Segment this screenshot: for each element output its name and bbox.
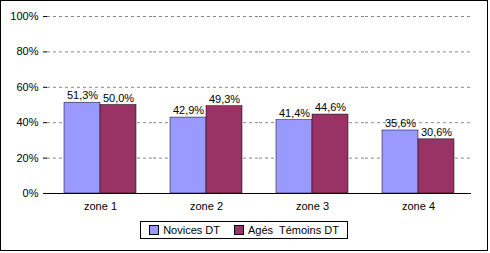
svg-text:100%: 100%: [10, 10, 38, 22]
svg-text:80%: 80%: [16, 45, 38, 57]
svg-text:zone 4: zone 4: [402, 200, 435, 212]
svg-text:60%: 60%: [16, 81, 38, 93]
svg-text:30,6%: 30,6%: [421, 126, 452, 138]
svg-text:44,6%: 44,6%: [315, 101, 346, 113]
svg-text:20%: 20%: [16, 152, 38, 164]
svg-text:42,9%: 42,9%: [173, 104, 204, 116]
svg-text:40%: 40%: [16, 116, 38, 128]
svg-text:zone 2: zone 2: [190, 200, 223, 212]
html-text:Agés Témoins DT: Agés Témoins DT: [248, 224, 339, 236]
svg-text:50,0%: 50,0%: [103, 92, 134, 104]
svg-text:zone 1: zone 1: [84, 200, 117, 212]
svg-text:51,3%: 51,3%: [67, 89, 98, 101]
svg-text:zone 3: zone 3: [296, 200, 329, 212]
svg-text:49,3%: 49,3%: [209, 93, 240, 105]
svg-text:41,4%: 41,4%: [279, 107, 310, 119]
svg-text:0%: 0%: [23, 187, 39, 199]
svg-text:35,6%: 35,6%: [385, 117, 416, 129]
html-text:Novices DT: Novices DT: [163, 224, 220, 236]
